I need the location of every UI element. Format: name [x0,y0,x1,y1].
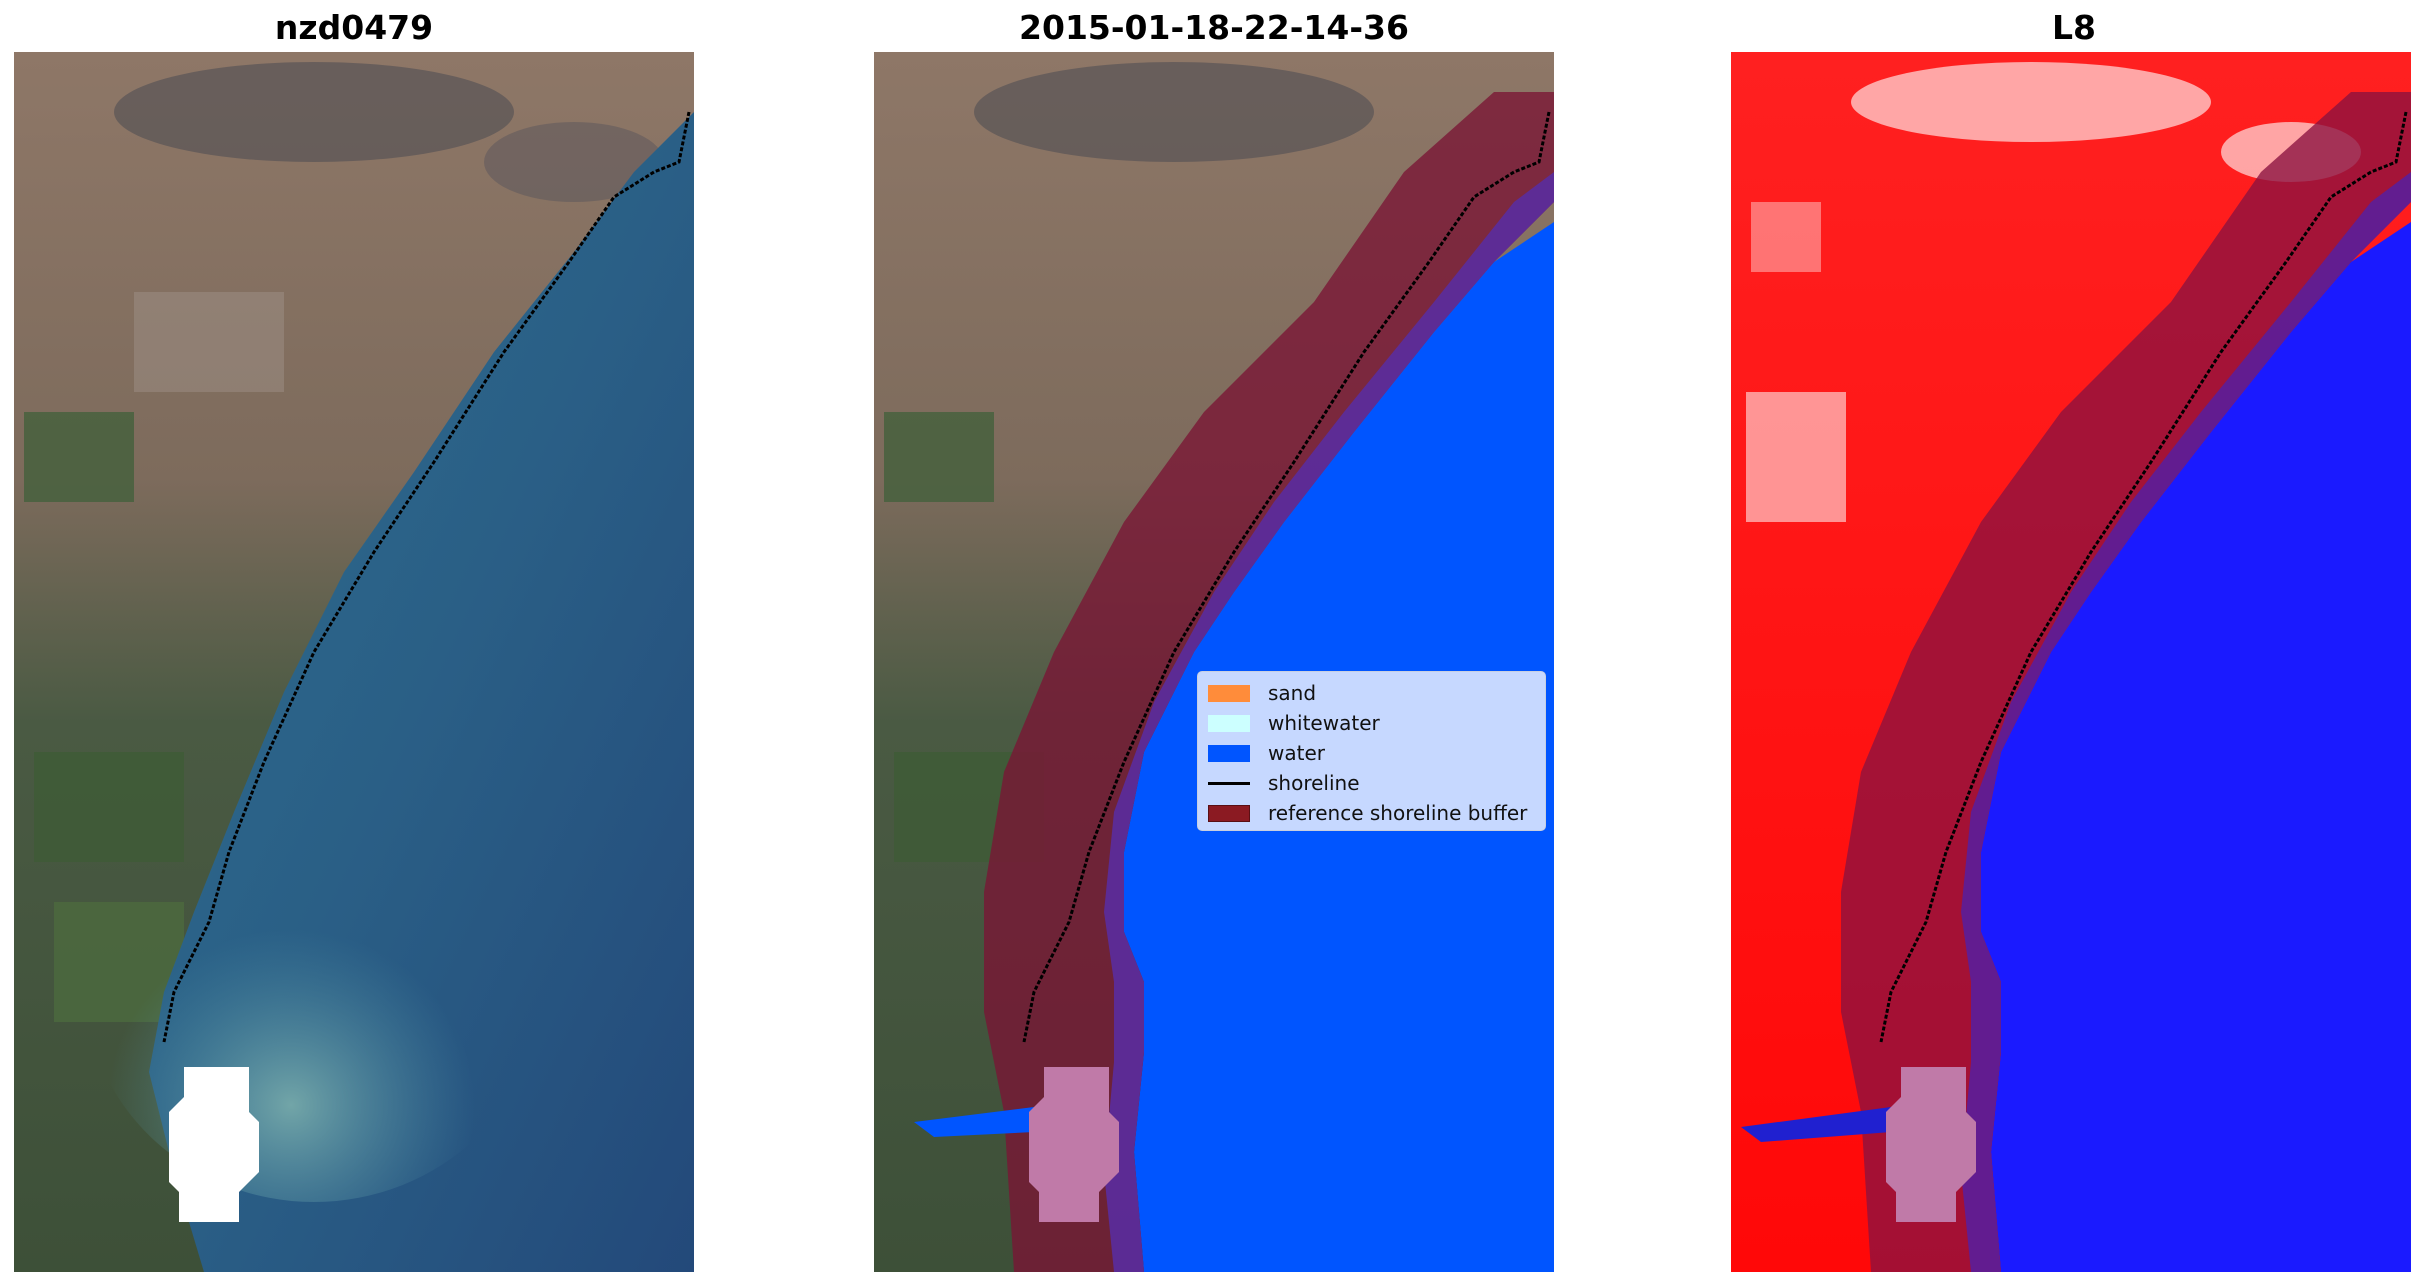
rgb-image-panel [14,52,694,1272]
estuary-water [1741,1107,1891,1142]
cloud-shadow [114,62,514,162]
field-patch [134,292,284,392]
masked-area [1029,1067,1119,1222]
bright-patch [1751,202,1821,272]
bright-patch [1851,62,2211,142]
field-patch [884,412,994,502]
legend-item-sand: sand [1208,678,1535,708]
shoreline [1022,111,1551,1043]
right-panel-title: L8 [2052,8,2096,47]
whitewater-swatch [1208,714,1250,732]
legend: sand whitewater water shoreline referenc… [1197,671,1546,831]
shoreline [162,111,691,1043]
legend-label: reference shoreline buffer [1268,801,1528,825]
cloud-mask [169,1067,259,1222]
legend-item-shoreline: shoreline [1208,768,1535,798]
legend-label: shoreline [1268,771,1360,795]
buffer-swatch [1208,804,1250,822]
legend-label: sand [1268,681,1317,705]
sand-swatch [1208,684,1250,702]
legend-item-whitewater: whitewater [1208,708,1535,738]
bright-patch [1746,392,1846,522]
cloud-shadow [974,62,1374,162]
legend-item-buffer: reference shoreline buffer [1208,798,1535,828]
legend-label: water [1268,741,1325,765]
legend-label: whitewater [1268,711,1380,735]
shoreline-line-swatch [1208,781,1250,785]
estuary-water [914,1107,1034,1137]
left-panel-title: nzd0479 [274,8,434,47]
water-index-area [1981,222,2411,1272]
water-swatch [1208,744,1250,762]
index-image-panel [1731,52,2411,1272]
legend-item-water: water [1208,738,1535,768]
field-patch [24,412,134,502]
masked-area [1886,1067,1976,1222]
shoreline [1879,111,2408,1043]
classified-image-panel [874,52,1554,1272]
middle-panel-title: 2015-01-18-22-14-36 [1019,8,1409,47]
cloud-shadow [484,122,664,202]
sediment-plume [84,762,544,1202]
